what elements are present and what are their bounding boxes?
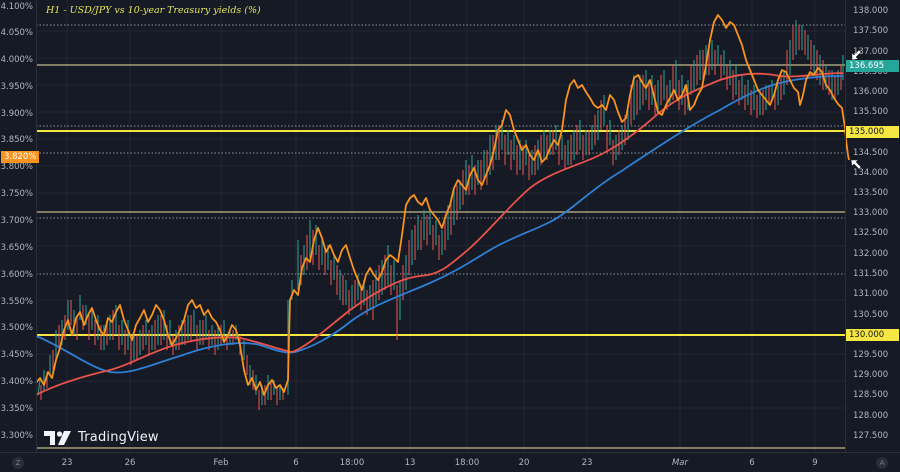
time-axis[interactable]: Z 23 26 Feb 6 18:00 13 18:00 20 23 Mar 6… <box>0 452 900 472</box>
right-price-axis[interactable]: 138.000 137.500 137.000 136.500 136.000 … <box>845 0 900 452</box>
left-axis-label: 3.950% <box>0 82 33 92</box>
grid-lines <box>36 0 845 452</box>
left-axis-label: 3.550% <box>0 297 33 307</box>
left-axis-label: 3.850% <box>0 135 33 145</box>
right-axis-label: 128.000 <box>853 411 889 421</box>
right-axis-label: 133.000 <box>853 208 889 218</box>
current-price-badge: 136.695 <box>846 60 899 72</box>
right-axis-label: 129.500 <box>853 350 889 360</box>
time-axis-label: 13 <box>404 458 416 468</box>
level-badge-135: 135.000 <box>846 126 899 138</box>
time-axis-label: 18:00 <box>454 458 480 468</box>
auto-scale-button[interactable]: A <box>876 457 888 469</box>
right-axis-label: 137.000 <box>853 47 889 57</box>
right-axis-label: 128.500 <box>853 390 889 400</box>
time-axis-label: Mar <box>671 458 689 468</box>
arrow-annotation-down <box>850 159 862 170</box>
right-axis-label: 131.000 <box>853 289 889 299</box>
left-axis-label: 3.800% <box>0 162 33 172</box>
right-axis-label: 132.500 <box>853 228 889 238</box>
time-axis-label: 9 <box>812 458 818 468</box>
yield-line[interactable] <box>35 14 850 396</box>
right-axis-label: 134.500 <box>853 148 889 158</box>
left-axis-label: 3.650% <box>0 243 33 253</box>
right-axis-label: 131.500 <box>853 269 889 279</box>
right-axis-label: 127.500 <box>853 431 889 441</box>
left-axis-label: 4.000% <box>0 55 33 65</box>
time-axis-label: 20 <box>518 458 530 468</box>
left-axis-label: 3.350% <box>0 404 33 414</box>
right-axis-label: 133.500 <box>853 188 889 198</box>
left-price-axis[interactable]: 4.100% 4.050% 4.000% 3.950% 3.900% 3.850… <box>0 0 40 452</box>
chart-title: H1 - USD/JPY vs 10-year Treasury yields … <box>46 5 261 16</box>
tradingview-logo-icon <box>44 430 71 445</box>
right-axis-label: 135.500 <box>853 107 889 117</box>
time-axis-label: Feb <box>213 458 229 468</box>
time-axis-label: 6 <box>749 458 755 468</box>
left-axis-label: 3.600% <box>0 270 33 280</box>
zoom-reset-button[interactable]: Z <box>12 457 24 469</box>
right-axis-label: 130.500 <box>853 310 889 320</box>
time-axis-label: 23 <box>61 458 73 468</box>
right-axis-label: 137.500 <box>853 26 889 36</box>
left-axis-label: 3.500% <box>0 323 33 333</box>
right-axis-label: 134.000 <box>853 168 889 178</box>
right-axis-label: 136.000 <box>853 87 889 97</box>
left-axis-label: 3.300% <box>0 431 33 441</box>
left-axis-label: 3.750% <box>0 189 33 199</box>
ma-blue-line[interactable] <box>35 75 844 374</box>
right-axis-label: 132.000 <box>853 249 889 259</box>
left-axis-label: 4.050% <box>0 28 33 38</box>
level-badge-130: 130.000 <box>846 329 899 341</box>
left-axis-label: 3.450% <box>0 350 33 360</box>
time-axis-label: 6 <box>293 458 299 468</box>
tradingview-wordmark: TradingView <box>78 430 159 445</box>
right-axis-label: 138.000 <box>853 6 889 16</box>
time-axis-label: 23 <box>581 458 593 468</box>
left-axis-label: 3.700% <box>0 216 33 226</box>
arrow-annotation-up <box>851 49 862 61</box>
left-axis-label: 4.100% <box>0 2 33 12</box>
tradingview-watermark: TradingView <box>44 430 159 445</box>
right-axis-label: 136.500 <box>853 67 889 77</box>
right-axis-label: 129.000 <box>853 370 889 380</box>
current-yield-badge: 3.820% <box>1 151 40 163</box>
time-axis-label: 26 <box>124 458 136 468</box>
left-axis-label: 3.400% <box>0 377 33 387</box>
left-axis-label: 3.900% <box>0 109 33 119</box>
ma-red-line[interactable] <box>35 72 844 396</box>
time-axis-label: 18:00 <box>339 458 365 468</box>
